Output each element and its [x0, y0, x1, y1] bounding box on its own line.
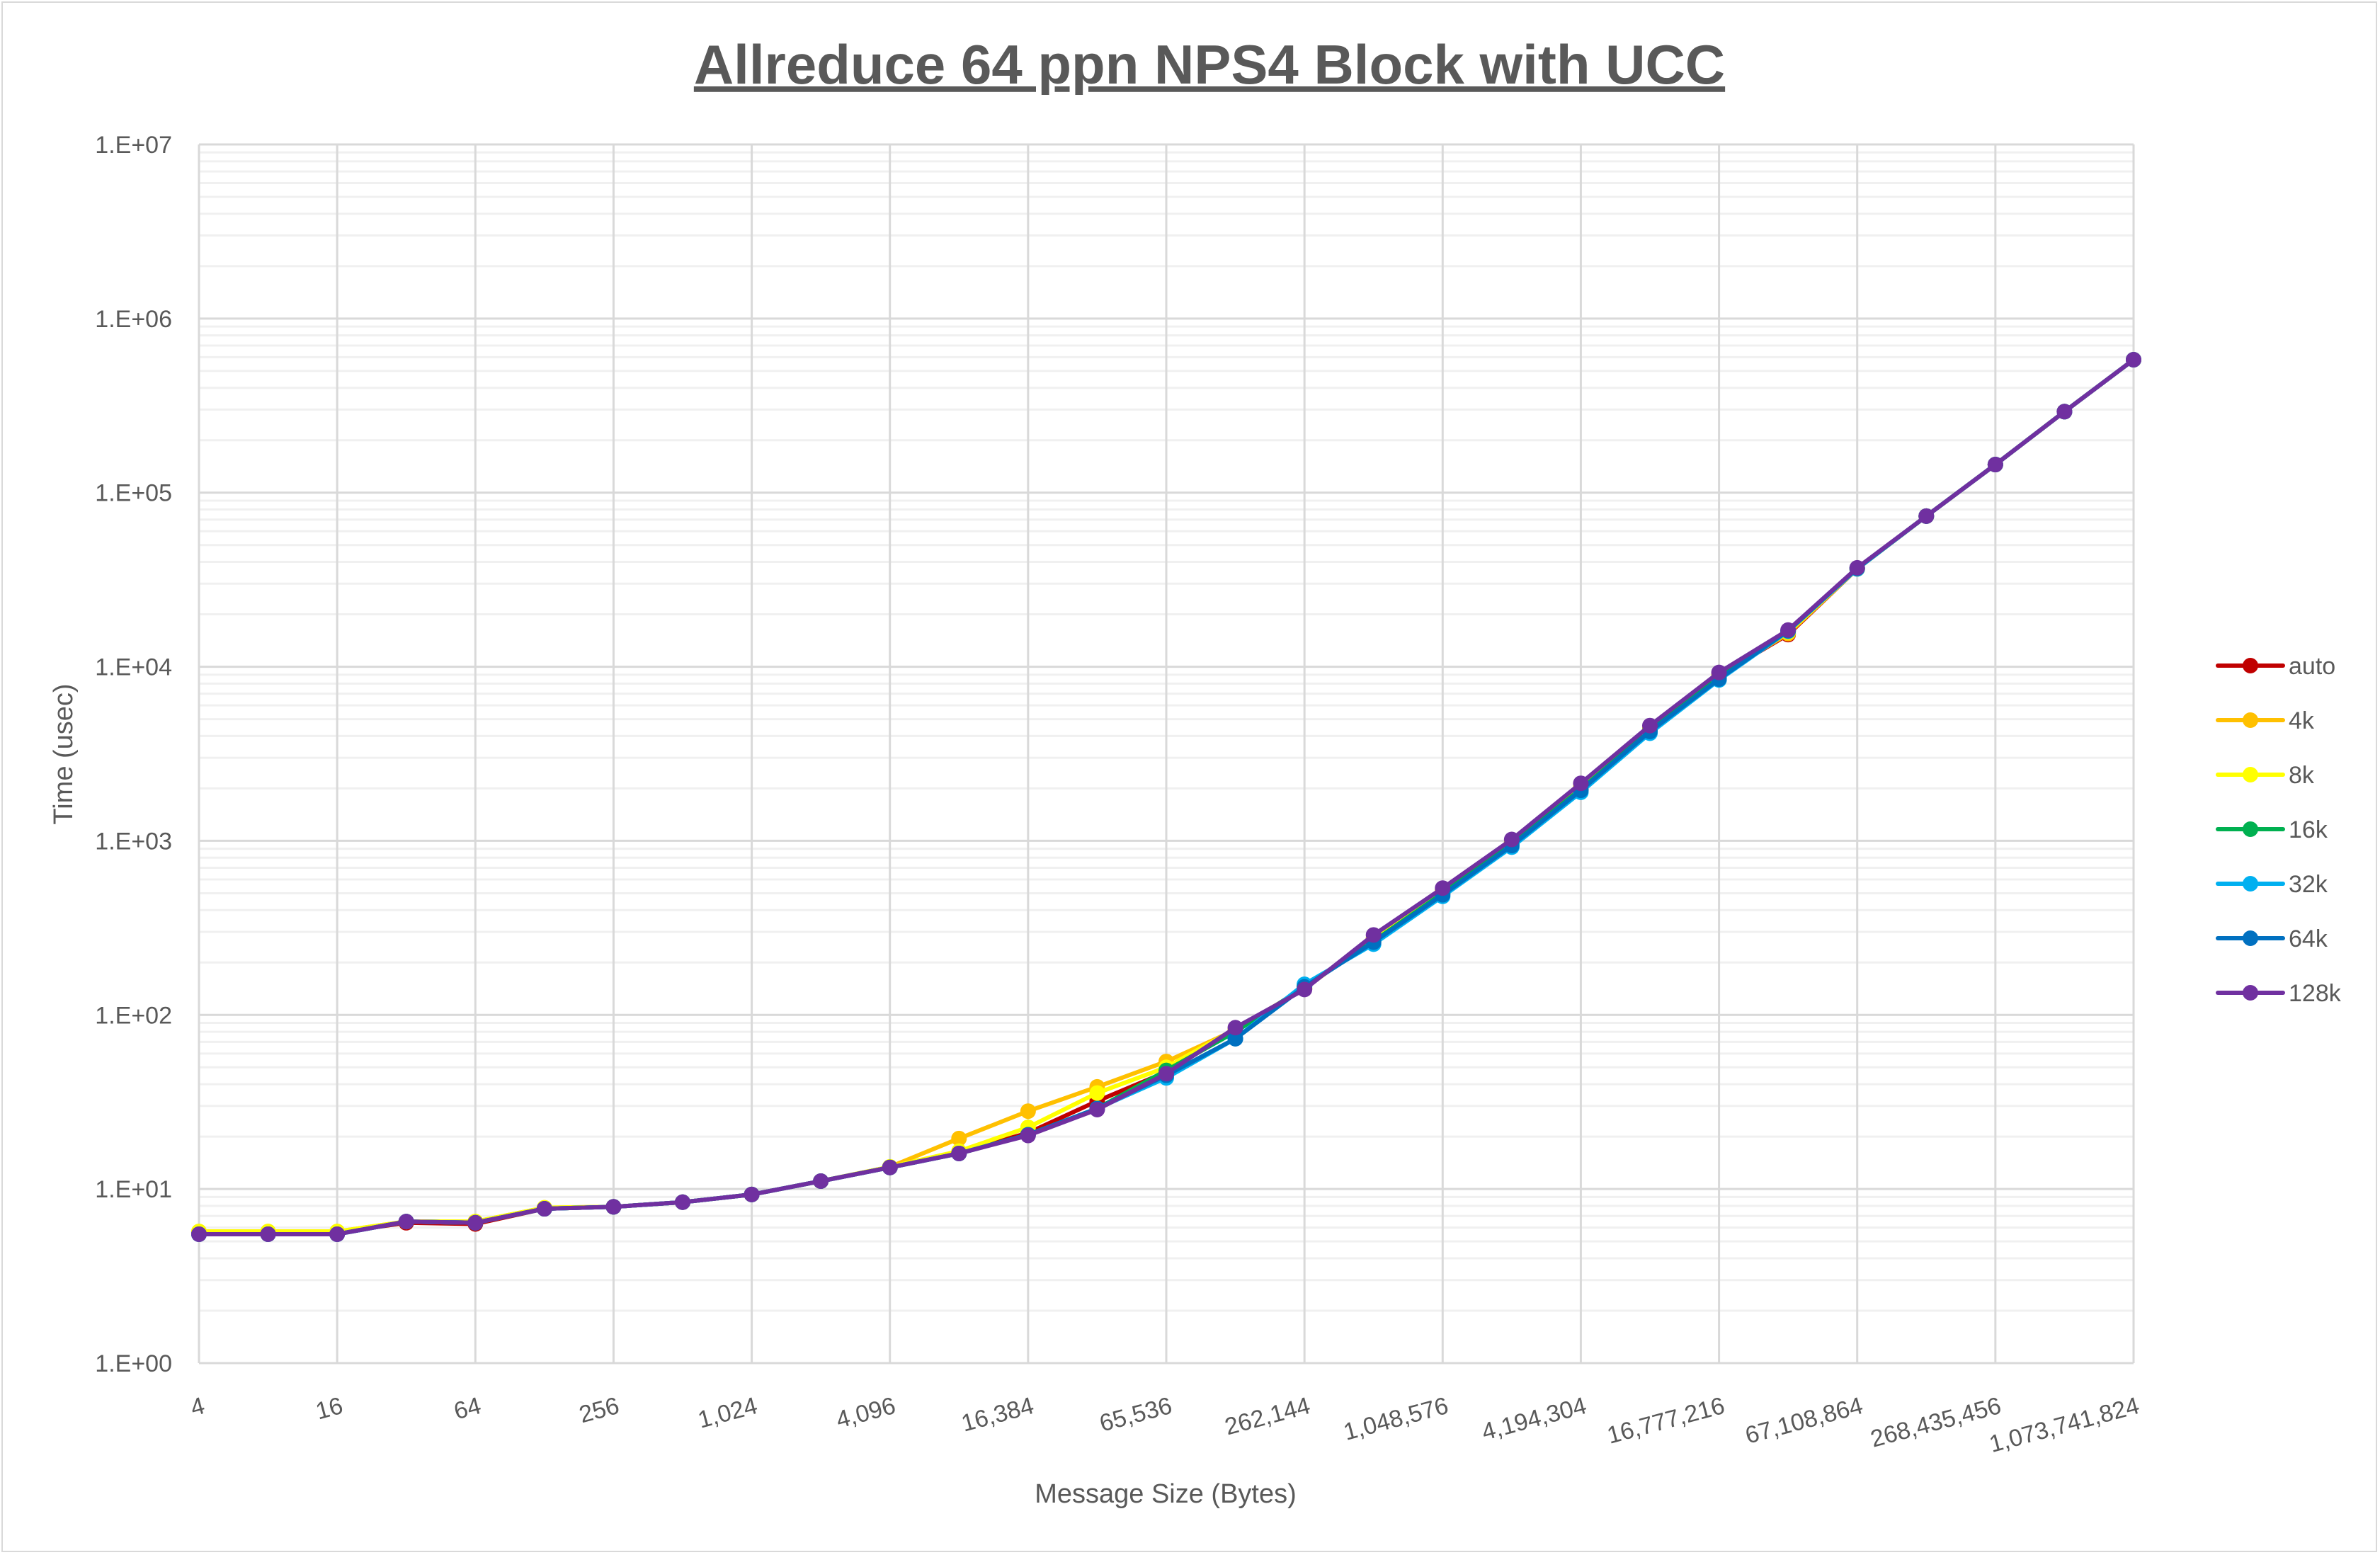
legend-marker [2243, 985, 2258, 1001]
legend-marker [2243, 767, 2258, 782]
legend-label: 16k [2289, 816, 2328, 843]
gridlines [198, 143, 2135, 1365]
data-point [744, 1186, 760, 1202]
x-tick-label: 268,435,456 [1867, 1392, 2003, 1453]
legend-label: 8k [2289, 762, 2315, 789]
legend-label: 64k [2289, 925, 2328, 952]
y-tick-label: 1.E+01 [95, 1176, 172, 1203]
data-point [1158, 1066, 1174, 1082]
legend-item-4k: 4k [2216, 707, 2315, 734]
data-point [813, 1173, 829, 1189]
data-point [398, 1214, 414, 1230]
legend-marker [2243, 712, 2258, 728]
x-tick-label: 1,073,741,824 [1986, 1392, 2142, 1458]
chart-title: Allreduce 64 ppn NPS4 Block with UCC [694, 33, 1725, 96]
x-tick-label: 16,777,216 [1604, 1392, 1727, 1449]
x-tick-label: 4,194,304 [1479, 1392, 1590, 1446]
x-tick-label: 16 [313, 1392, 346, 1425]
data-point [536, 1201, 552, 1217]
x-tick-labels: 4 16 64 256 1,024 4,096 16,384 65,536 262,144 1,0… [188, 1392, 2142, 1458]
x-tick-label: 64 [451, 1392, 484, 1425]
data-point [1020, 1103, 1036, 1120]
x-tick-label: 4,096 [833, 1392, 899, 1434]
y-tick-label: 1.E+06 [95, 306, 172, 333]
legend-item-16k: 16k [2216, 816, 2328, 843]
data-point [1642, 717, 1658, 734]
data-point [467, 1214, 484, 1231]
data-point [1227, 1020, 1243, 1036]
data-point [1780, 622, 1797, 638]
legend-marker [2243, 930, 2258, 946]
data-point [1573, 775, 1589, 792]
legend-item-32k: 32k [2216, 871, 2328, 898]
legend-item-8k: 8k [2216, 762, 2315, 789]
legend-marker [2243, 876, 2258, 892]
data-point [1711, 664, 1727, 680]
data-point [1918, 508, 1935, 524]
data-point [951, 1130, 967, 1146]
data-point [605, 1199, 622, 1215]
y-tick-label: 1.E+00 [95, 1350, 172, 1377]
series-group [191, 352, 2141, 1242]
data-point [191, 1226, 207, 1242]
x-tick-label: 16,384 [959, 1392, 1037, 1437]
data-point [1227, 1030, 1243, 1047]
data-point [1503, 831, 1520, 848]
x-tick-label: 256 [576, 1392, 622, 1428]
y-tick-label: 1.E+04 [95, 654, 172, 681]
legend-label: auto [2289, 653, 2335, 680]
data-point [1849, 559, 1865, 576]
legend-marker [2243, 658, 2258, 673]
x-tick-label: 262,144 [1222, 1392, 1314, 1441]
data-point [951, 1145, 967, 1161]
y-tick-labels: 1.E+00 1.E+01 1.E+02 1.E+03 1.E+04 1.E+05 1.E+… [95, 132, 172, 1377]
y-tick-label: 1.E+03 [95, 828, 172, 855]
x-tick-label: 65,536 [1097, 1392, 1175, 1437]
data-point [882, 1159, 898, 1175]
legend-item-64k: 64k [2216, 925, 2328, 952]
y-axis-title: Time (usec) [49, 683, 79, 824]
y-tick-label: 1.E+07 [95, 132, 172, 159]
legend-item-auto: auto [2216, 653, 2335, 680]
data-point [1365, 927, 1382, 943]
data-point [1020, 1127, 1036, 1144]
legend-label: 4k [2289, 707, 2315, 734]
x-tick-label: 1,048,576 [1340, 1392, 1451, 1446]
legend: auto 4k 8k 16k 32k 64k 128k [2216, 653, 2342, 1007]
data-point [675, 1194, 690, 1210]
data-point [329, 1226, 346, 1242]
data-point [1435, 880, 1451, 896]
data-point [1987, 457, 2003, 473]
legend-label: 128k [2289, 980, 2342, 1007]
data-point [2056, 404, 2073, 420]
data-point [1089, 1101, 1105, 1117]
data-point [2126, 352, 2141, 368]
x-tick-label: 1,024 [695, 1392, 761, 1434]
data-point [1297, 981, 1313, 998]
series-128k [191, 352, 2141, 1242]
legend-item-128k: 128k [2216, 980, 2342, 1007]
data-point [260, 1226, 276, 1242]
x-tick-label: 67,108,864 [1743, 1392, 1866, 1449]
data-point [1089, 1085, 1105, 1101]
legend-marker [2243, 821, 2258, 837]
x-axis-title: Message Size (Bytes) [1035, 1479, 1297, 1509]
legend-label: 32k [2289, 871, 2328, 898]
y-tick-label: 1.E+05 [95, 480, 172, 507]
x-tick-label: 4 [188, 1392, 207, 1422]
y-tick-label: 1.E+02 [95, 1002, 172, 1029]
